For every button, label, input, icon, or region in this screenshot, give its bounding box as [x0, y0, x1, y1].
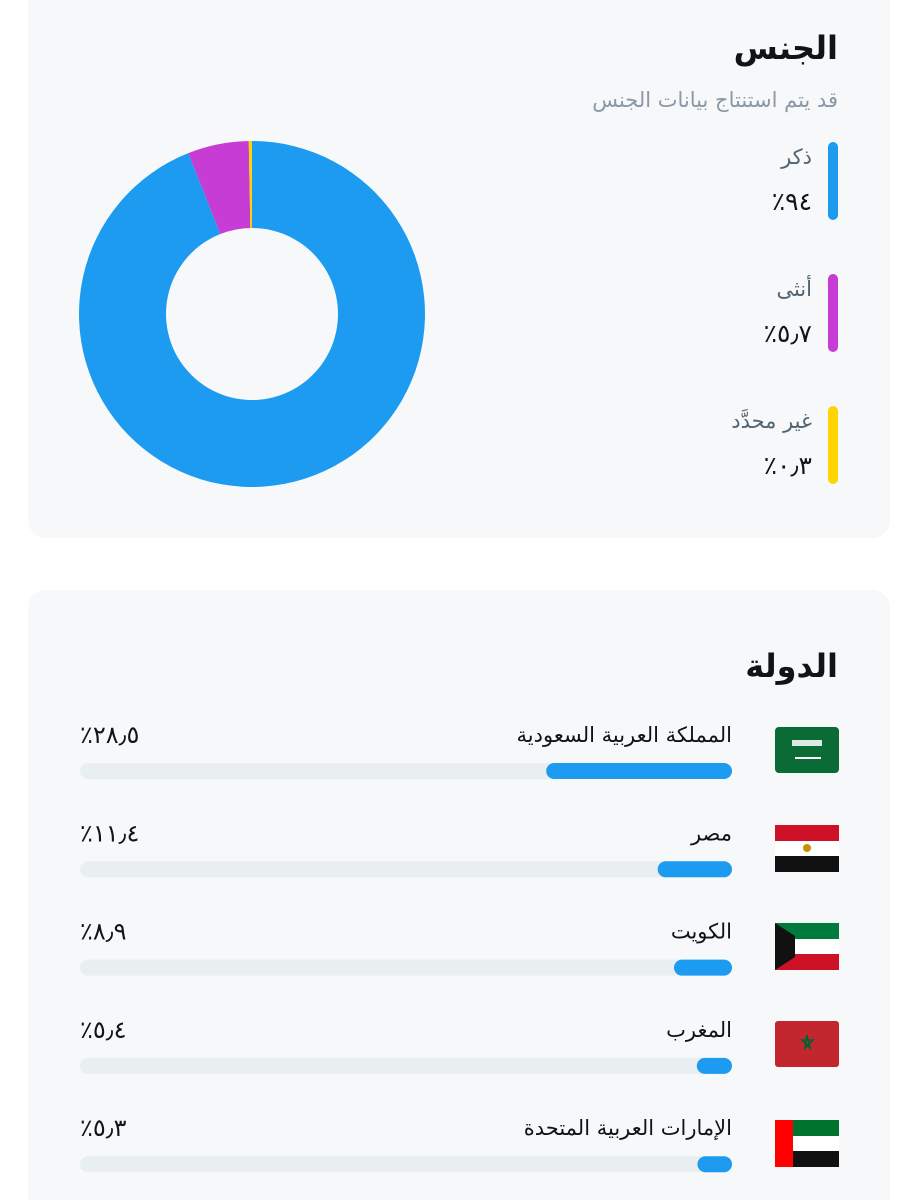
- bar-track: [80, 1057, 732, 1074]
- country-name: الإمارات العربية المتحدة: [524, 1116, 732, 1140]
- flag-saudi: [775, 727, 839, 773]
- flag-uae: [775, 1120, 839, 1167]
- country-name: الكويت: [671, 920, 732, 944]
- flag-egypt: [775, 825, 839, 872]
- bar-track: [80, 959, 732, 976]
- country-name: مصر: [690, 821, 732, 845]
- legend-name: غير محدَّد: [731, 408, 812, 433]
- country-title: الدولة: [745, 647, 838, 685]
- bar-track: [80, 1156, 732, 1173]
- bar: [697, 1156, 732, 1173]
- legend-swatch: [828, 406, 838, 484]
- country-value: ٪٨٫٩: [80, 918, 126, 946]
- country-card: [28, 590, 890, 1200]
- bar: [657, 861, 732, 878]
- country-name: المغرب: [666, 1018, 732, 1042]
- donut-segment: [248, 141, 252, 229]
- gender-subtitle: قد يتم استنتاج بيانات الجنس: [592, 88, 838, 113]
- bar: [696, 1057, 732, 1074]
- gender-title: الجنس: [734, 29, 838, 67]
- legend-name: أنثى: [776, 275, 812, 301]
- legend-value: ٪٠٫٣: [764, 451, 812, 480]
- donut-segment: [79, 141, 425, 488]
- country-value: ٪٥٫٤: [80, 1016, 126, 1044]
- legend-value: ٪٥٫٧: [764, 319, 812, 348]
- legend-value: ٪٩٤: [772, 187, 812, 216]
- bar: [673, 959, 732, 976]
- legend-swatch: [828, 274, 838, 352]
- country-value: ٪٥٫٣: [80, 1114, 127, 1142]
- bar: [546, 763, 732, 779]
- donut-segment: [188, 141, 251, 235]
- country-value: ٪٢٨٫٥: [80, 721, 139, 749]
- country-value: ٪١١٫٤: [80, 819, 139, 847]
- flag-morocco: [775, 1021, 839, 1067]
- bar-track: [80, 861, 732, 878]
- flag-kuwait: [775, 923, 839, 970]
- country-name: المملكة العربية السعودية: [517, 723, 732, 747]
- legend-name: ذكر: [780, 145, 812, 169]
- legend-swatch: [828, 142, 838, 220]
